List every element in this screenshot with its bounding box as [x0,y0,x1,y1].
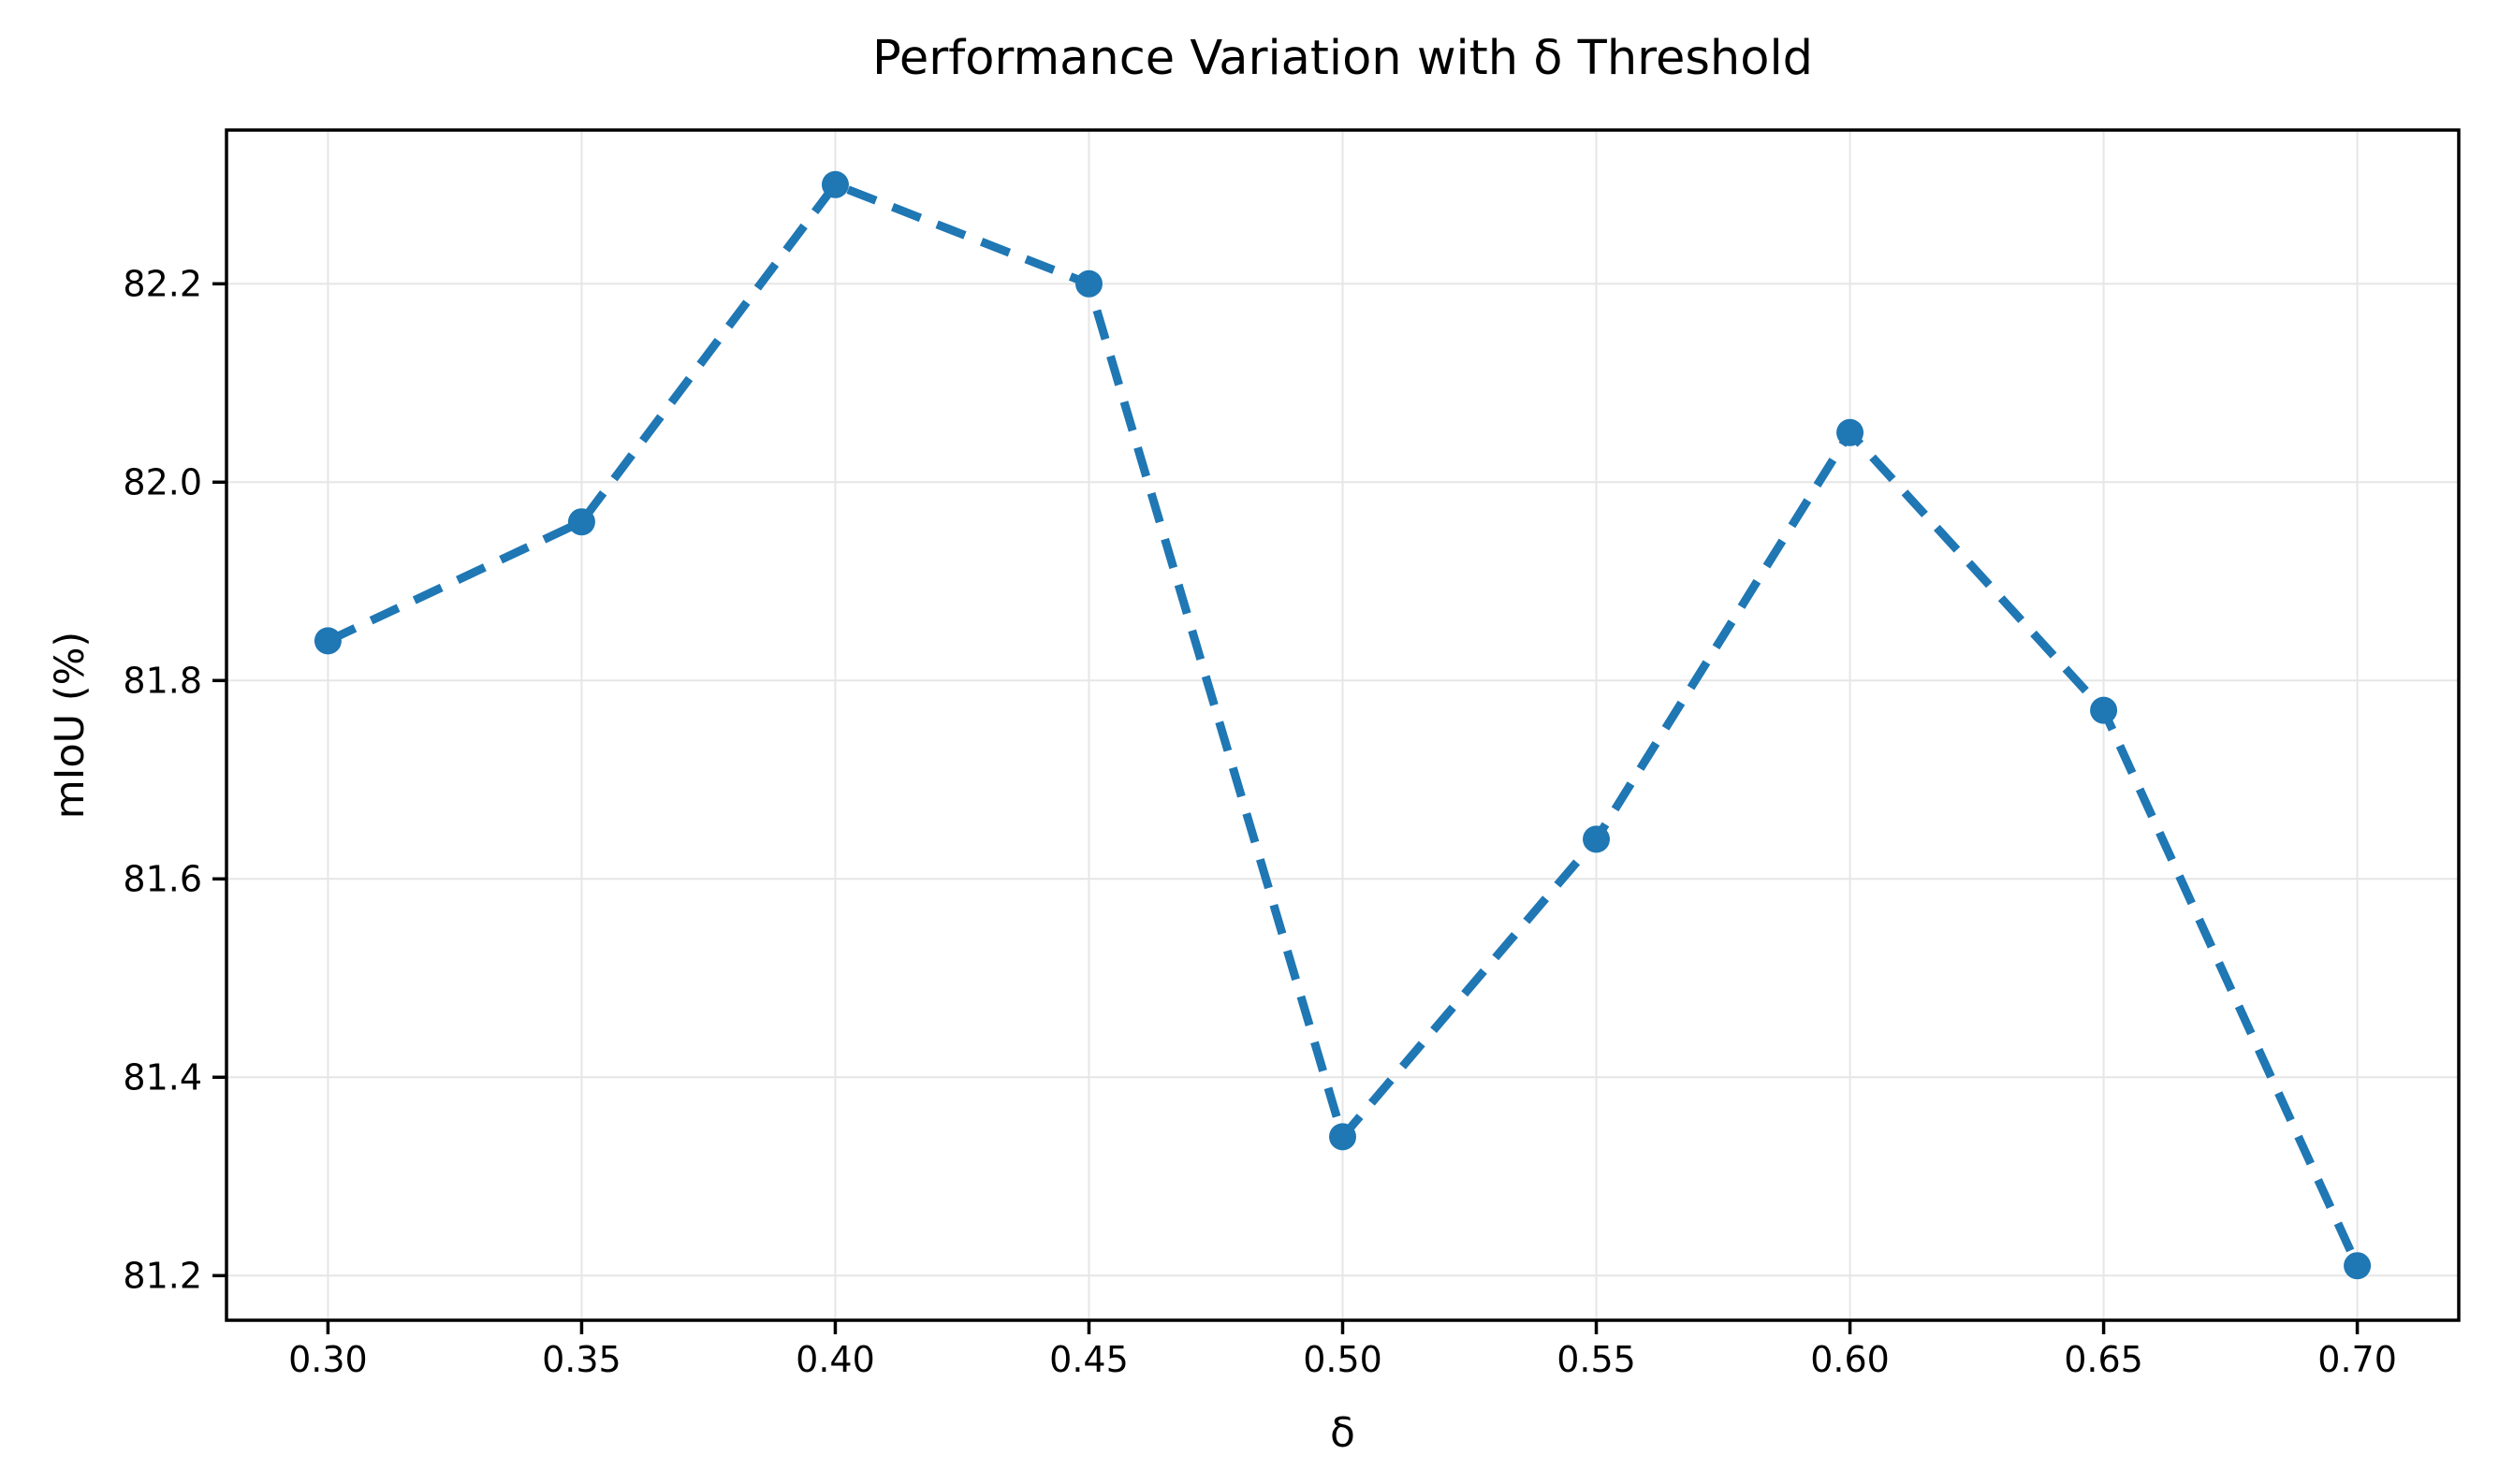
x-tick-label: 0.55 [1556,1339,1636,1380]
data-point-marker [1329,1123,1356,1151]
x-tick-label: 0.70 [2317,1339,2397,1380]
x-tick-label: 0.45 [1049,1339,1129,1380]
x-tick-label: 0.30 [288,1339,368,1380]
data-point-marker [1836,418,1864,446]
y-tick-label: 81.4 [123,1056,202,1098]
y-tick-label: 81.8 [123,660,202,701]
data-point-marker [821,170,849,198]
y-tick-label: 81.6 [123,858,202,899]
chart-title: Performance Variation with δ Threshold [871,31,1814,86]
x-tick-label: 0.60 [1810,1339,1890,1380]
data-point-marker [1583,825,1611,853]
data-point-marker [567,508,595,536]
data-point-marker [314,627,342,655]
axes-frame [225,128,2461,1322]
y-axis-title: mIoU (%) [47,631,94,820]
y-tick-label: 81.2 [123,1255,202,1296]
data-point-marker [2344,1252,2372,1280]
x-tick-label: 0.50 [1303,1339,1382,1380]
data-point-marker [1074,269,1103,298]
x-tick-label: 0.65 [2064,1339,2143,1380]
y-tick-label: 82.2 [123,263,202,304]
data-point-marker [2090,696,2118,724]
x-tick-label: 0.35 [542,1339,621,1380]
x-axis-title: δ [1330,1409,1355,1457]
y-tick-label: 82.0 [123,461,202,502]
x-tick-label: 0.40 [796,1339,875,1380]
